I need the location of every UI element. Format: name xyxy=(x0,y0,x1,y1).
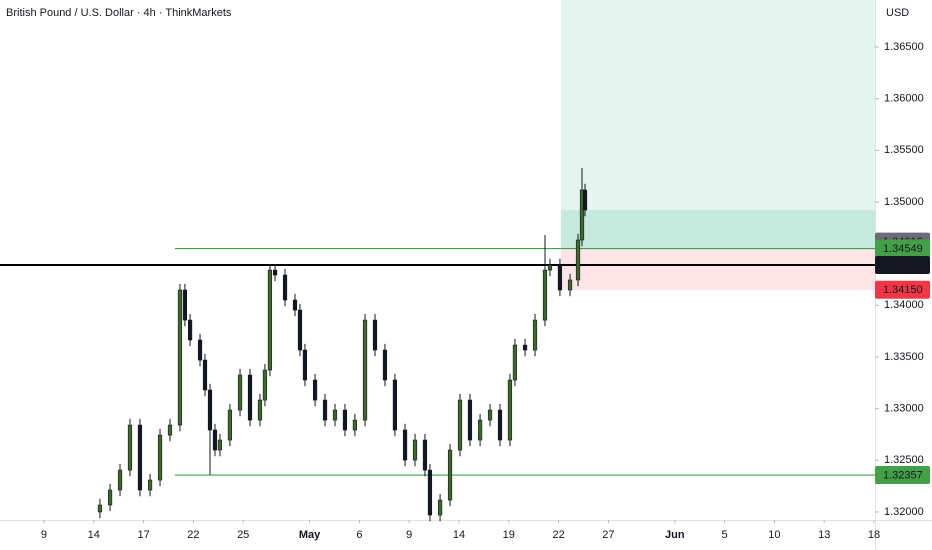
candle-body xyxy=(182,289,188,321)
candle-body xyxy=(477,419,483,441)
candle-body xyxy=(402,429,408,461)
y-tick-label: 1.34000 xyxy=(884,299,924,311)
y-tick-label: 1.33000 xyxy=(884,403,924,415)
candle-body xyxy=(227,409,233,441)
candle-body xyxy=(447,449,453,501)
candle-body xyxy=(487,409,493,421)
price-label: 1.34390 xyxy=(883,259,923,271)
candle-body xyxy=(507,379,513,441)
profit-filled xyxy=(560,210,875,249)
candle-body xyxy=(292,299,298,311)
price-label-box xyxy=(875,256,930,275)
x-tick-label: 19 xyxy=(503,529,515,541)
candle-body xyxy=(332,409,338,421)
candle-body xyxy=(157,434,163,481)
currency-label: USD xyxy=(886,7,909,19)
x-tick-label: Jun xyxy=(665,529,685,541)
candle-body xyxy=(137,424,143,491)
loss-zone xyxy=(560,248,875,290)
candle-body xyxy=(282,274,288,301)
y-tick-label: 1.35500 xyxy=(884,144,924,156)
candle-body xyxy=(302,349,308,381)
profit-zone xyxy=(560,0,875,249)
x-tick-label: 6 xyxy=(356,529,362,541)
candle-body xyxy=(127,424,133,471)
x-tick-label: 14 xyxy=(88,529,100,541)
candle-body xyxy=(392,379,398,431)
x-tick-label: 9 xyxy=(41,529,47,541)
price-label-box xyxy=(875,280,930,299)
candle-body xyxy=(512,344,518,381)
y-tick-label: 1.32000 xyxy=(884,506,924,518)
x-tick-label: 25 xyxy=(237,529,249,541)
candle-body xyxy=(567,279,573,291)
y-tick-label: 1.36500 xyxy=(884,41,924,53)
x-tick-label: 18 xyxy=(868,529,880,541)
candle-body xyxy=(267,269,273,371)
chart-title: British Pound / U.S. Dollar · 4h · Think… xyxy=(6,7,232,19)
x-tick-label: 9 xyxy=(406,529,412,541)
candle-body xyxy=(322,399,328,421)
x-tick-label: 10 xyxy=(768,529,780,541)
candle-body xyxy=(257,399,263,421)
candle-body xyxy=(342,409,348,431)
candle-body xyxy=(297,309,303,351)
candle-body xyxy=(437,499,443,516)
candle-body xyxy=(575,239,581,281)
candle-body xyxy=(197,339,203,361)
candle-body xyxy=(582,189,588,211)
candle-body xyxy=(187,319,193,341)
candle-body xyxy=(272,269,278,276)
candle-body xyxy=(217,439,223,451)
candle-body xyxy=(362,319,368,421)
candle-body xyxy=(212,429,218,451)
candle-body xyxy=(522,344,528,351)
candle-body xyxy=(542,269,548,321)
price-label: 1.34150 xyxy=(883,284,923,296)
candle-body xyxy=(557,264,563,291)
y-tick-label: 1.33500 xyxy=(884,351,924,363)
candle-body xyxy=(372,319,378,351)
candle-body xyxy=(237,374,243,411)
price-label-box xyxy=(875,466,930,485)
candle-body xyxy=(579,189,585,241)
candle-body xyxy=(422,439,428,471)
x-tick-label: 14 xyxy=(453,529,465,541)
candle-body xyxy=(532,319,538,351)
candle-body xyxy=(97,504,103,513)
x-tick-label: 13 xyxy=(818,529,830,541)
candle-body xyxy=(412,439,418,461)
x-tick-label: May xyxy=(299,529,321,541)
y-tick-label: 1.32500 xyxy=(884,454,924,466)
candle-body xyxy=(547,264,553,271)
candle-body xyxy=(467,399,473,441)
candle-body xyxy=(202,359,208,391)
candle-body xyxy=(117,469,123,491)
candle-body xyxy=(107,489,113,506)
candle-body xyxy=(147,479,153,491)
y-tick-label: 1.36000 xyxy=(884,93,924,105)
candle-body xyxy=(497,409,503,441)
candle-body xyxy=(167,424,173,436)
candle-body xyxy=(312,379,318,401)
x-tick-label: 22 xyxy=(187,529,199,541)
candle-body xyxy=(262,369,268,401)
candle-body xyxy=(207,389,213,431)
candle-body xyxy=(457,399,463,451)
x-tick-label: 27 xyxy=(602,529,614,541)
x-tick-label: 17 xyxy=(137,529,149,541)
candle-body xyxy=(177,289,183,426)
x-tick-label: 22 xyxy=(552,529,564,541)
candle-body xyxy=(247,374,253,421)
candle-body xyxy=(382,349,388,381)
candle-body xyxy=(427,469,433,516)
price-label: 1.32357 xyxy=(883,469,923,481)
x-tick-label: 5 xyxy=(722,529,728,541)
price-label: 1.34549 xyxy=(883,243,923,255)
candle-body xyxy=(352,419,358,431)
y-tick-label: 1.35000 xyxy=(884,196,924,208)
price-label-box xyxy=(875,239,930,258)
